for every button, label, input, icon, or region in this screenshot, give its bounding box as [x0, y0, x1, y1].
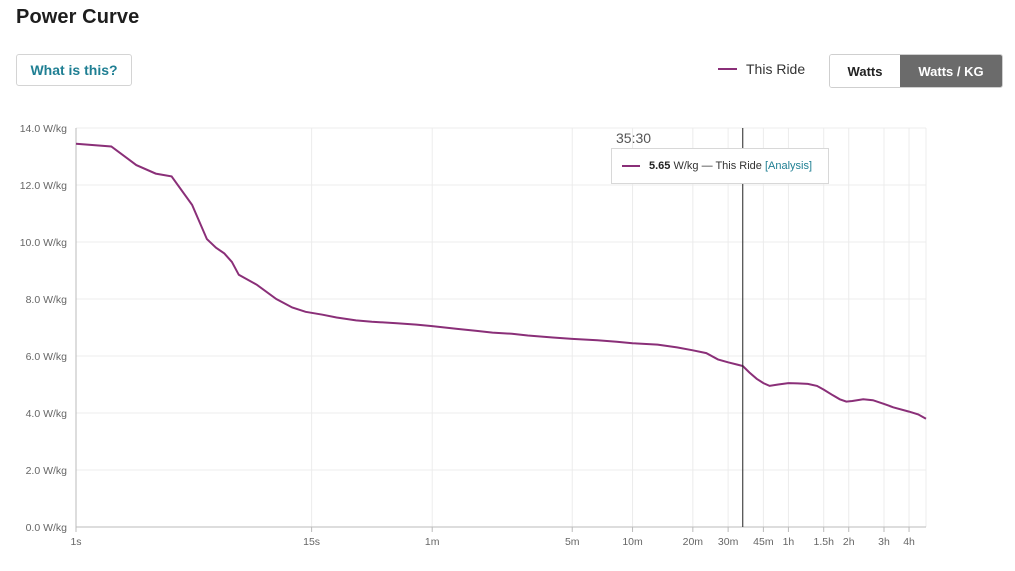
y-tick-label-7: 14.0 W/kg [20, 123, 67, 135]
y-tick-label-5: 10.0 W/kg [20, 237, 67, 249]
chart-legend[interactable]: This Ride [718, 61, 805, 77]
y-tick-label-0: 0.0 W/kg [26, 522, 68, 534]
x-tick-label-12: 4h [903, 536, 915, 548]
analysis-link[interactable]: Analysis [768, 160, 809, 172]
units-toggle: Watts Watts / KG [829, 54, 1003, 88]
x-tick-label-1: 15s [303, 536, 320, 548]
chart-grid [76, 127, 927, 528]
x-axis-labels: 1s 15s 1m 5m 10m 20m 30m 45m 1h 1.5h 2h 3h 4h [70, 536, 915, 548]
y-tick-label-3: 6.0 W/kg [26, 351, 68, 363]
series-line-this-ride [75, 142, 927, 420]
tooltip-unit-text: W/kg — This Ride [670, 160, 765, 172]
x-tick-label-9: 1.5h [813, 536, 834, 548]
x-tick-label-11: 3h [878, 536, 890, 548]
tooltip-bracket-close: ] [809, 160, 813, 172]
watts-toggle-button[interactable]: Watts [830, 55, 900, 87]
x-tick-label-8: 1h [783, 536, 795, 548]
x-tick-label-4: 10m [622, 536, 643, 548]
hover-time-label: 35:30 [616, 130, 652, 146]
tooltip-value: 5.65 [649, 160, 671, 172]
y-tick-label-4: 8.0 W/kg [26, 294, 68, 306]
hover-tooltip: 5.65 W/kg — This Ride [ Analysis ] [611, 148, 829, 184]
x-tick-label-7: 45m [753, 536, 774, 548]
x-tick-label-0: 1s [70, 536, 81, 548]
y-tick-label-6: 12.0 W/kg [20, 180, 67, 192]
watts-per-kg-toggle-button[interactable]: Watts / KG [900, 55, 1002, 87]
legend-series-label: This Ride [746, 61, 806, 77]
y-tick-label-1: 2.0 W/kg [26, 465, 68, 477]
x-tick-label-5: 20m [683, 536, 704, 548]
what-is-this-button[interactable]: What is this? [16, 54, 132, 86]
x-tick-label-3: 5m [565, 536, 580, 548]
x-tick-label-10: 2h [843, 536, 855, 548]
y-tick-label-2: 4.0 W/kg [26, 408, 68, 420]
tooltip-bracket-open: [ [764, 160, 769, 172]
tooltip-series-swatch [622, 165, 640, 167]
chart-axes [75, 128, 926, 532]
page-title: Power Curve [16, 6, 140, 28]
y-axis-labels: 0.0 W/kg 2.0 W/kg 4.0 W/kg 6.0 W/kg 8.0 W/kg… [20, 123, 67, 534]
x-tick-label-2: 1m [425, 536, 440, 548]
legend-series-swatch [718, 68, 737, 70]
x-tick-label-6: 30m [718, 536, 739, 548]
